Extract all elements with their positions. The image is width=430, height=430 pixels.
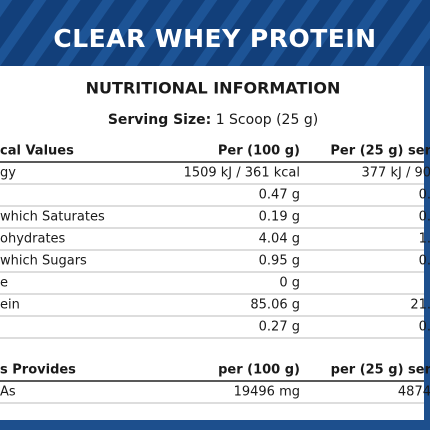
banner bbox=[0, 0, 430, 66]
header-cell: Per (25 g) ser bbox=[330, 144, 430, 159]
cell: which Sugars bbox=[0, 254, 87, 269]
cell: 85.06 g bbox=[250, 298, 300, 313]
cell: 0.27 g bbox=[259, 320, 300, 335]
cell: 0. bbox=[419, 188, 430, 203]
cell: 4874 bbox=[398, 385, 430, 400]
cell: 0.19 g bbox=[259, 210, 300, 225]
serving-size: Serving Size: 1 Scoop (25 g) bbox=[108, 112, 318, 128]
cell: 0.95 g bbox=[259, 254, 300, 269]
header-cell: per (100 g) bbox=[218, 363, 300, 378]
cell: ein bbox=[0, 298, 20, 313]
tables: cal Values Per (100 g) Per (25 g) ser gy 150… bbox=[0, 144, 430, 404]
right-border bbox=[424, 66, 430, 430]
cell: e bbox=[0, 276, 8, 291]
serving-label: Serving Size: bbox=[108, 112, 211, 128]
header-cell: cal Values bbox=[0, 144, 74, 159]
cell: 1509 kJ / 361 kcal bbox=[184, 166, 300, 181]
cell: 19496 mg bbox=[234, 385, 300, 400]
cell: 0. bbox=[419, 320, 430, 335]
cell: 0. bbox=[419, 254, 430, 269]
header-cell: s Provides bbox=[0, 363, 76, 378]
bottom-border bbox=[0, 420, 430, 430]
product-title: CLEAR WHEY PROTEIN bbox=[53, 24, 376, 53]
cell: gy bbox=[0, 166, 16, 181]
cell: As bbox=[0, 385, 16, 400]
serving-value: 1 Scoop (25 g) bbox=[216, 112, 318, 128]
cell: 377 kJ / 90 bbox=[362, 166, 430, 181]
header-cell: Per (100 g) bbox=[218, 144, 300, 159]
header-cell: per (25 g) ser bbox=[331, 363, 430, 378]
cell: 4.04 g bbox=[259, 232, 300, 247]
cell: which Saturates bbox=[0, 210, 105, 225]
cell: ohydrates bbox=[0, 232, 66, 247]
cell: 21. bbox=[410, 298, 430, 313]
cell: 1. bbox=[419, 232, 430, 247]
cell: 0. bbox=[419, 210, 430, 225]
section-title: NUTRITIONAL INFORMATION bbox=[86, 79, 341, 98]
cell: 0.47 g bbox=[259, 188, 300, 203]
cell: 0 g bbox=[279, 276, 300, 291]
